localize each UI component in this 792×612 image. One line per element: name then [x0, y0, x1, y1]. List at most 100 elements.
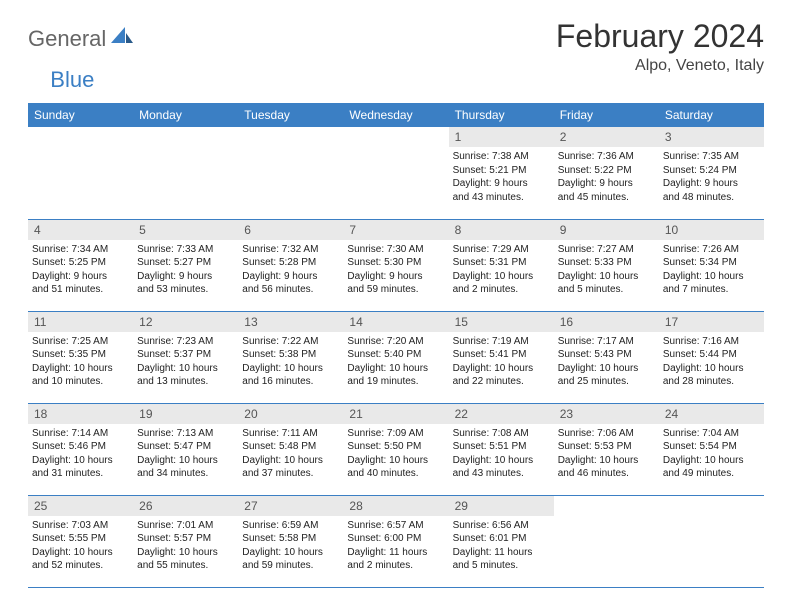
day-details: Sunrise: 7:25 AMSunset: 5:35 PMDaylight:…	[28, 332, 133, 393]
day-number: 15	[449, 312, 554, 332]
day-details: Sunrise: 7:29 AMSunset: 5:31 PMDaylight:…	[449, 240, 554, 301]
empty-cell	[659, 495, 764, 587]
day-details: Sunrise: 6:56 AMSunset: 6:01 PMDaylight:…	[449, 516, 554, 577]
day-number: 6	[238, 220, 343, 240]
brand-part1: General	[28, 26, 106, 52]
month-title: February 2024	[556, 18, 764, 55]
day-number: 7	[343, 220, 448, 240]
day-cell: 22Sunrise: 7:08 AMSunset: 5:51 PMDayligh…	[449, 403, 554, 495]
day-cell: 14Sunrise: 7:20 AMSunset: 5:40 PMDayligh…	[343, 311, 448, 403]
day-number: 9	[554, 220, 659, 240]
day-details: Sunrise: 7:26 AMSunset: 5:34 PMDaylight:…	[659, 240, 764, 301]
day-details: Sunrise: 7:27 AMSunset: 5:33 PMDaylight:…	[554, 240, 659, 301]
day-details: Sunrise: 7:33 AMSunset: 5:27 PMDaylight:…	[133, 240, 238, 301]
day-number: 27	[238, 496, 343, 516]
empty-cell	[28, 127, 133, 219]
day-cell: 6Sunrise: 7:32 AMSunset: 5:28 PMDaylight…	[238, 219, 343, 311]
empty-cell	[343, 127, 448, 219]
day-cell: 3Sunrise: 7:35 AMSunset: 5:24 PMDaylight…	[659, 127, 764, 219]
day-details: Sunrise: 7:36 AMSunset: 5:22 PMDaylight:…	[554, 147, 659, 208]
day-details: Sunrise: 7:04 AMSunset: 5:54 PMDaylight:…	[659, 424, 764, 485]
day-number: 10	[659, 220, 764, 240]
day-number: 2	[554, 127, 659, 147]
day-cell: 19Sunrise: 7:13 AMSunset: 5:47 PMDayligh…	[133, 403, 238, 495]
day-details: Sunrise: 7:11 AMSunset: 5:48 PMDaylight:…	[238, 424, 343, 485]
day-number: 23	[554, 404, 659, 424]
day-cell: 17Sunrise: 7:16 AMSunset: 5:44 PMDayligh…	[659, 311, 764, 403]
day-cell: 10Sunrise: 7:26 AMSunset: 5:34 PMDayligh…	[659, 219, 764, 311]
day-details: Sunrise: 7:09 AMSunset: 5:50 PMDaylight:…	[343, 424, 448, 485]
weekday-header: Wednesday	[343, 103, 448, 127]
day-details: Sunrise: 7:34 AMSunset: 5:25 PMDaylight:…	[28, 240, 133, 301]
calendar-body: 1Sunrise: 7:38 AMSunset: 5:21 PMDaylight…	[28, 127, 764, 587]
day-cell: 2Sunrise: 7:36 AMSunset: 5:22 PMDaylight…	[554, 127, 659, 219]
brand-logo: General	[28, 18, 135, 52]
day-details: Sunrise: 7:30 AMSunset: 5:30 PMDaylight:…	[343, 240, 448, 301]
day-cell: 18Sunrise: 7:14 AMSunset: 5:46 PMDayligh…	[28, 403, 133, 495]
empty-cell	[133, 127, 238, 219]
calendar-page: General February 2024 Alpo, Veneto, Ital…	[0, 0, 792, 606]
weekday-header: Sunday	[28, 103, 133, 127]
day-details: Sunrise: 7:16 AMSunset: 5:44 PMDaylight:…	[659, 332, 764, 393]
day-details: Sunrise: 6:59 AMSunset: 5:58 PMDaylight:…	[238, 516, 343, 577]
location-label: Alpo, Veneto, Italy	[556, 57, 764, 75]
day-number: 13	[238, 312, 343, 332]
day-details: Sunrise: 7:19 AMSunset: 5:41 PMDaylight:…	[449, 332, 554, 393]
day-cell: 1Sunrise: 7:38 AMSunset: 5:21 PMDaylight…	[449, 127, 554, 219]
day-number: 14	[343, 312, 448, 332]
day-cell: 13Sunrise: 7:22 AMSunset: 5:38 PMDayligh…	[238, 311, 343, 403]
day-number: 16	[554, 312, 659, 332]
day-number: 20	[238, 404, 343, 424]
week-row: 18Sunrise: 7:14 AMSunset: 5:46 PMDayligh…	[28, 403, 764, 495]
day-cell: 16Sunrise: 7:17 AMSunset: 5:43 PMDayligh…	[554, 311, 659, 403]
day-cell: 25Sunrise: 7:03 AMSunset: 5:55 PMDayligh…	[28, 495, 133, 587]
day-number: 24	[659, 404, 764, 424]
day-number: 17	[659, 312, 764, 332]
day-number: 11	[28, 312, 133, 332]
day-number: 8	[449, 220, 554, 240]
day-number: 12	[133, 312, 238, 332]
day-cell: 21Sunrise: 7:09 AMSunset: 5:50 PMDayligh…	[343, 403, 448, 495]
day-cell: 26Sunrise: 7:01 AMSunset: 5:57 PMDayligh…	[133, 495, 238, 587]
day-cell: 5Sunrise: 7:33 AMSunset: 5:27 PMDaylight…	[133, 219, 238, 311]
day-cell: 11Sunrise: 7:25 AMSunset: 5:35 PMDayligh…	[28, 311, 133, 403]
day-cell: 9Sunrise: 7:27 AMSunset: 5:33 PMDaylight…	[554, 219, 659, 311]
weekday-header: Saturday	[659, 103, 764, 127]
day-details: Sunrise: 7:38 AMSunset: 5:21 PMDaylight:…	[449, 147, 554, 208]
day-details: Sunrise: 6:57 AMSunset: 6:00 PMDaylight:…	[343, 516, 448, 577]
week-row: 11Sunrise: 7:25 AMSunset: 5:35 PMDayligh…	[28, 311, 764, 403]
empty-cell	[554, 495, 659, 587]
day-details: Sunrise: 7:14 AMSunset: 5:46 PMDaylight:…	[28, 424, 133, 485]
weekday-header: Tuesday	[238, 103, 343, 127]
day-cell: 23Sunrise: 7:06 AMSunset: 5:53 PMDayligh…	[554, 403, 659, 495]
day-details: Sunrise: 7:32 AMSunset: 5:28 PMDaylight:…	[238, 240, 343, 301]
day-number: 25	[28, 496, 133, 516]
day-number: 19	[133, 404, 238, 424]
weekday-header-row: SundayMondayTuesdayWednesdayThursdayFrid…	[28, 103, 764, 127]
day-details: Sunrise: 7:03 AMSunset: 5:55 PMDaylight:…	[28, 516, 133, 577]
day-number: 4	[28, 220, 133, 240]
weekday-header: Friday	[554, 103, 659, 127]
day-cell: 29Sunrise: 6:56 AMSunset: 6:01 PMDayligh…	[449, 495, 554, 587]
day-cell: 28Sunrise: 6:57 AMSunset: 6:00 PMDayligh…	[343, 495, 448, 587]
week-row: 4Sunrise: 7:34 AMSunset: 5:25 PMDaylight…	[28, 219, 764, 311]
day-details: Sunrise: 7:06 AMSunset: 5:53 PMDaylight:…	[554, 424, 659, 485]
day-details: Sunrise: 7:23 AMSunset: 5:37 PMDaylight:…	[133, 332, 238, 393]
day-details: Sunrise: 7:01 AMSunset: 5:57 PMDaylight:…	[133, 516, 238, 577]
day-details: Sunrise: 7:35 AMSunset: 5:24 PMDaylight:…	[659, 147, 764, 208]
day-cell: 12Sunrise: 7:23 AMSunset: 5:37 PMDayligh…	[133, 311, 238, 403]
day-cell: 20Sunrise: 7:11 AMSunset: 5:48 PMDayligh…	[238, 403, 343, 495]
day-cell: 27Sunrise: 6:59 AMSunset: 5:58 PMDayligh…	[238, 495, 343, 587]
empty-cell	[238, 127, 343, 219]
day-number: 1	[449, 127, 554, 147]
day-cell: 8Sunrise: 7:29 AMSunset: 5:31 PMDaylight…	[449, 219, 554, 311]
day-details: Sunrise: 7:22 AMSunset: 5:38 PMDaylight:…	[238, 332, 343, 393]
title-block: February 2024 Alpo, Veneto, Italy	[556, 18, 764, 75]
day-number: 5	[133, 220, 238, 240]
brand-part2: Blue	[50, 67, 94, 93]
week-row: 25Sunrise: 7:03 AMSunset: 5:55 PMDayligh…	[28, 495, 764, 587]
day-number: 26	[133, 496, 238, 516]
day-details: Sunrise: 7:13 AMSunset: 5:47 PMDaylight:…	[133, 424, 238, 485]
calendar-table: SundayMondayTuesdayWednesdayThursdayFrid…	[28, 103, 764, 588]
day-cell: 15Sunrise: 7:19 AMSunset: 5:41 PMDayligh…	[449, 311, 554, 403]
